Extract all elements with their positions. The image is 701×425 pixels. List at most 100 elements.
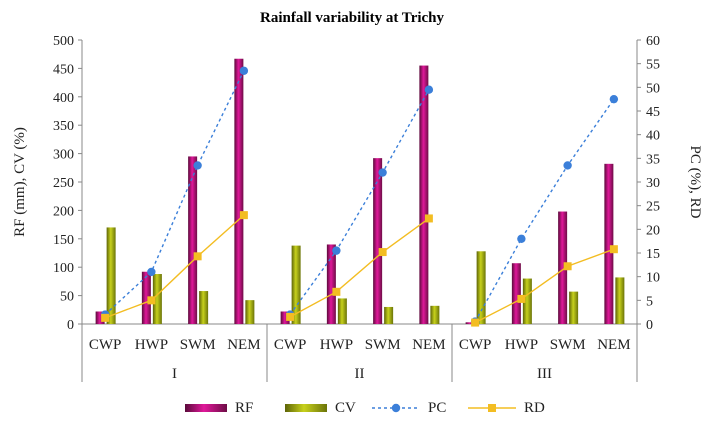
point-pc bbox=[193, 161, 202, 170]
bar-rf bbox=[465, 322, 475, 324]
legend-label-rf: RF bbox=[235, 400, 253, 416]
chart-title: Rainfall variability at Trichy bbox=[260, 10, 445, 26]
point-pc bbox=[424, 85, 434, 94]
y-tick-right-label: 55 bbox=[646, 58, 660, 73]
point-rd bbox=[609, 245, 618, 254]
line-rd bbox=[104, 214, 245, 319]
bar-rf bbox=[188, 156, 198, 324]
x-category-label: NEM bbox=[412, 337, 445, 353]
y-tick-right-label: 50 bbox=[646, 81, 660, 96]
legend-label-cv: CV bbox=[335, 400, 356, 416]
point-pc bbox=[239, 66, 249, 75]
bar-cv bbox=[522, 278, 532, 324]
legend-label-rd: RD bbox=[524, 400, 545, 416]
bar-rf bbox=[604, 163, 614, 324]
x-category-label: SWM bbox=[550, 337, 586, 353]
bar-rf bbox=[373, 158, 383, 324]
y-tick-left-label: 0 bbox=[67, 318, 74, 333]
point-rd bbox=[378, 248, 387, 257]
bar-cv bbox=[337, 298, 347, 324]
bar-cv bbox=[245, 300, 255, 324]
bar-rf bbox=[419, 65, 429, 324]
y-tick-left-label: 200 bbox=[53, 204, 74, 219]
y-tick-right-label: 40 bbox=[646, 129, 660, 144]
legend-label-pc: PC bbox=[428, 400, 446, 416]
y-tick-left-label: 100 bbox=[53, 261, 74, 276]
point-pc bbox=[609, 94, 619, 104]
point-pc bbox=[563, 161, 572, 170]
point-rd bbox=[332, 287, 341, 296]
y-tick-left-label: 50 bbox=[60, 290, 74, 305]
line-rd bbox=[474, 248, 615, 324]
bar-cv bbox=[152, 274, 162, 324]
x-category-label: CWP bbox=[459, 337, 492, 353]
point-rd bbox=[239, 211, 248, 220]
plot-area: 0 50 100 150 200 250 300 350 400 450 500 0 5 10 15 20 25… bbox=[53, 34, 660, 382]
line-pc bbox=[474, 98, 615, 322]
legend-swatch-rf bbox=[185, 404, 227, 412]
y-tick-right-label: 0 bbox=[646, 318, 653, 333]
bar-rf bbox=[234, 58, 244, 325]
y-tick-right-label: 35 bbox=[646, 152, 660, 167]
y-axis-left-title: RF (mm), CV (%) bbox=[12, 127, 28, 237]
x-group-label: II bbox=[355, 366, 365, 382]
x-group-label: I bbox=[172, 366, 177, 382]
point-rd bbox=[286, 312, 295, 321]
x-category-label: SWM bbox=[365, 337, 401, 353]
y-tick-left-label: 300 bbox=[53, 148, 74, 163]
y-tick-left-label: 250 bbox=[53, 176, 74, 191]
bar-cv bbox=[384, 306, 394, 324]
bar-rf bbox=[280, 311, 290, 324]
y-axis-right-title: PC (%), RD bbox=[687, 146, 701, 219]
y-tick-right-label: 15 bbox=[646, 247, 660, 262]
point-rd bbox=[471, 318, 480, 327]
bar-rf bbox=[511, 263, 521, 324]
y-tick-right-label: 60 bbox=[646, 34, 660, 49]
y-tick-right-label: 25 bbox=[646, 200, 660, 215]
y-tick-right-label: 45 bbox=[646, 105, 660, 120]
point-pc bbox=[378, 168, 387, 177]
bar-cv bbox=[615, 277, 625, 324]
line-pc bbox=[289, 89, 430, 315]
x-category-label: NEM bbox=[597, 337, 630, 353]
legend-swatch-cv bbox=[285, 404, 327, 412]
point-rd bbox=[193, 252, 202, 261]
point-pc bbox=[517, 234, 526, 243]
y-tick-left-label: 500 bbox=[53, 34, 74, 49]
bar-cv bbox=[291, 245, 301, 324]
bar-cv bbox=[199, 291, 209, 324]
legend-marker-pc bbox=[391, 403, 401, 413]
point-rd bbox=[101, 313, 110, 322]
y-tick-right-label: 10 bbox=[646, 271, 660, 286]
x-category-label: SWM bbox=[180, 337, 216, 353]
x-group-label: III bbox=[537, 366, 552, 382]
point-rd bbox=[563, 262, 572, 271]
x-category-label: NEM bbox=[227, 337, 260, 353]
bar-rf bbox=[141, 271, 151, 324]
bar-rf bbox=[558, 211, 568, 324]
y-tick-right-label: 30 bbox=[646, 176, 660, 191]
point-pc bbox=[147, 267, 156, 277]
y-tick-left-label: 350 bbox=[53, 119, 74, 134]
bar-rf bbox=[326, 244, 336, 324]
y-tick-left-label: 450 bbox=[53, 62, 74, 77]
bar-cv bbox=[476, 251, 486, 324]
point-rd bbox=[147, 296, 156, 305]
legend-marker-rd bbox=[488, 404, 496, 412]
x-category-label: HWP bbox=[505, 337, 538, 353]
point-rd bbox=[517, 294, 526, 303]
bar-cv bbox=[569, 291, 579, 324]
point-pc bbox=[332, 246, 341, 255]
bar-cv bbox=[106, 227, 116, 324]
legend: RF CV PC RD bbox=[185, 400, 545, 416]
y-tick-left-label: 150 bbox=[53, 233, 74, 248]
bar-cv bbox=[430, 305, 440, 324]
x-category-label: HWP bbox=[320, 337, 353, 353]
y-tick-right-label: 5 bbox=[646, 294, 653, 309]
line-rd bbox=[289, 217, 430, 318]
point-rd bbox=[424, 214, 433, 223]
y-tick-right-label: 20 bbox=[646, 223, 660, 238]
x-category-label: CWP bbox=[274, 337, 307, 353]
